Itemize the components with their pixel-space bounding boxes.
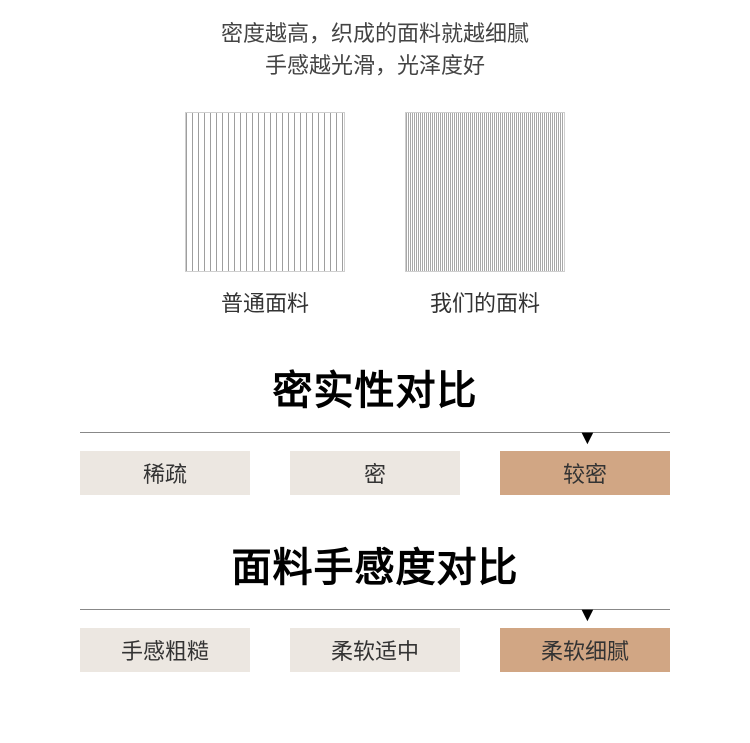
comparison-pill: 较密 [500,451,670,495]
comparison-pill: 柔软适中 [290,628,460,672]
section-density-marker: ▼ [577,428,597,448]
comparison-pill: 柔软细腻 [500,628,670,672]
swatch-ours-box [405,112,565,272]
intro-text: 密度越高，织成的面料就越细腻 手感越光滑，光泽度好 [0,0,750,82]
section-handfeel-marker: ▼ [577,605,597,625]
section-density-title: 密实性对比 [0,358,750,416]
section-handfeel-title: 面料手感度对比 [0,535,750,593]
section-handfeel-pills: 手感粗糙柔软适中柔软细腻 [80,628,670,672]
section-density: 密实性对比 ▼ 稀疏密较密 [0,358,750,495]
swatch-ordinary: 普通面料 [185,112,345,318]
section-density-pills: 稀疏密较密 [80,451,670,495]
intro-line-2: 手感越光滑，光泽度好 [0,50,750,82]
comparison-pill: 手感粗糙 [80,628,250,672]
comparison-pill: 稀疏 [80,451,250,495]
swatch-row: 普通面料 我们的面料 [0,112,750,318]
section-handfeel: 面料手感度对比 ▼ 手感粗糙柔软适中柔软细腻 [0,535,750,672]
section-density-axis: ▼ [80,432,670,433]
swatch-ours-label: 我们的面料 [405,286,565,318]
swatch-ordinary-label: 普通面料 [185,286,345,318]
swatch-ordinary-box [185,112,345,272]
comparison-pill: 密 [290,451,460,495]
intro-line-1: 密度越高，织成的面料就越细腻 [0,18,750,50]
section-handfeel-axis: ▼ [80,609,670,610]
swatch-ours: 我们的面料 [405,112,565,318]
